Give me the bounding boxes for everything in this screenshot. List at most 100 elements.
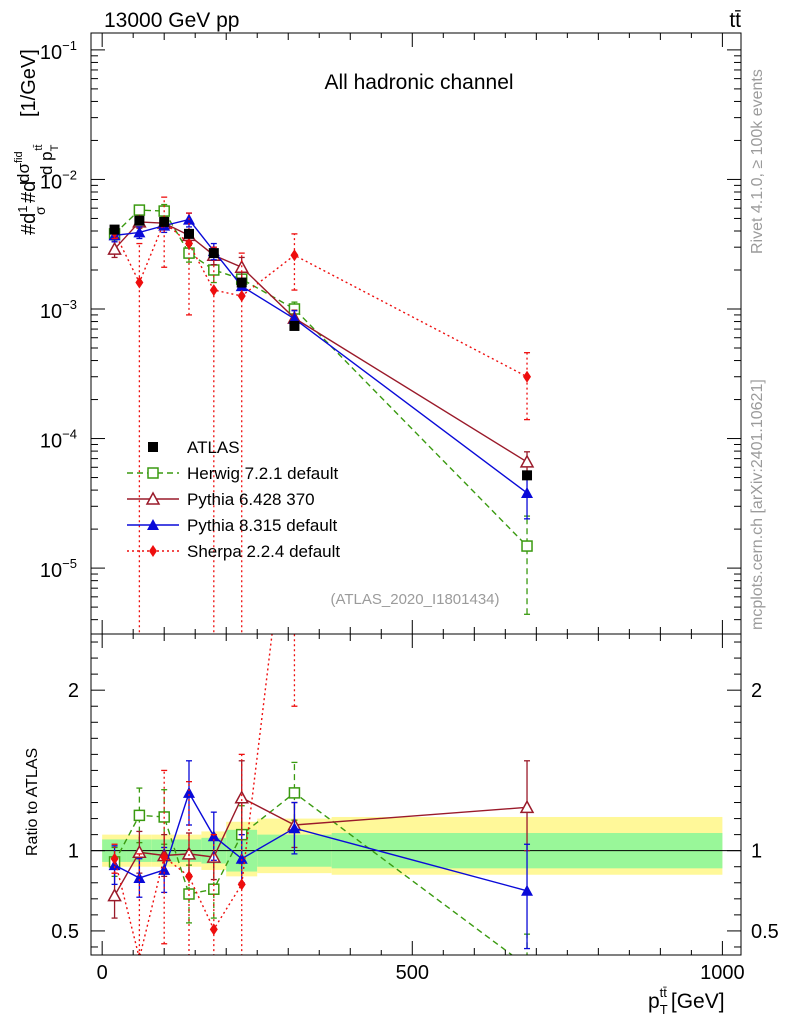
svg-text:d pTtt̄: d pTtt̄ — [33, 144, 61, 175]
data-point-Sherpa — [290, 249, 299, 262]
ratio-point-Sherpa — [110, 852, 119, 865]
series-line-Pythia6 — [114, 221, 528, 463]
y-title-part: 1 — [15, 206, 30, 213]
ratio-point-Sherpa — [237, 878, 246, 891]
series-line-Pythia8 — [114, 218, 528, 494]
legend-marker-Pythia6 — [145, 491, 161, 505]
ratio-point-Sherpa — [209, 923, 218, 936]
ratio-point-Pythia8 — [235, 852, 248, 864]
data-point-Herwig — [133, 204, 146, 216]
header-right: tt̄ — [729, 9, 741, 32]
y-tick-label: 10−3 — [40, 297, 77, 323]
svg-text:#d1: #d1 — [15, 206, 40, 235]
ratio-point-Pythia8 — [133, 871, 146, 883]
y-tick-labels-ratio: 0.5 1 2 0.5 1 2 — [51, 680, 779, 943]
y-tick-label-right: 1 — [751, 841, 762, 863]
data-point-ATLAS — [522, 470, 533, 481]
y-tick-label-left: 0.5 — [51, 921, 79, 943]
data-point-Sherpa — [209, 284, 218, 297]
y-title-part: #d — [18, 181, 40, 203]
y-tick-label-left: 1 — [68, 841, 79, 863]
x-tick-label: 1000 — [700, 962, 745, 984]
y-tick-label: 10−2 — [40, 167, 77, 193]
y-title-part: dσ — [14, 163, 33, 183]
rivet-version-label: Rivet 4.1.0, ≥ 100k events — [749, 69, 766, 254]
ratio-point-Sherpa — [290, 443, 298, 455]
y-title-part: σ — [32, 206, 48, 215]
x-axis-title: pTtt̄ [GeV] — [648, 985, 725, 1017]
legend-markers — [127, 442, 179, 557]
header-left: 13000 GeV pp — [104, 9, 239, 32]
x-tick-labels: 0 500 1000 — [97, 962, 745, 984]
ratio-point-Herwig — [288, 787, 301, 799]
data-point-ATLAS — [134, 215, 145, 226]
y-title-part: #d — [18, 213, 40, 235]
y-tick-labels-main: 10−5 10−4 10−3 10−2 10−1 — [40, 38, 77, 582]
ratio-point-Herwig — [183, 888, 195, 900]
ratio-point-Pythia6 — [181, 846, 197, 860]
legend-entry-pythia6: Pythia 6.428 370 — [187, 490, 315, 509]
data-point-Pythia8 — [133, 226, 146, 238]
data-point-Pythia8 — [521, 486, 534, 498]
data-point-ATLAS — [236, 277, 247, 288]
y-title-part: [1/GeV] — [18, 49, 40, 117]
data-point-Sherpa — [135, 276, 144, 289]
series-line-Herwig — [114, 209, 528, 547]
y-axis-title-ratio: Ratio to ATLAS — [24, 748, 41, 856]
y-axis-title-main: #d1 σ #d dσfid d pTtt̄ [1/GeV] — [13, 49, 61, 235]
legend-entry-herwig: Herwig 7.2.1 default — [187, 464, 338, 483]
data-point-Pythia6 — [107, 241, 122, 255]
y-title-part: T — [49, 144, 61, 151]
data-point-ATLAS — [109, 224, 120, 235]
ratio-point-Herwig — [522, 961, 532, 971]
x-tick-label: 500 — [396, 962, 429, 984]
ratio-point-Herwig — [133, 809, 146, 822]
data-point-Herwig — [521, 540, 533, 552]
main-series-layer — [107, 196, 535, 634]
y-tick-label-right: 2 — [751, 680, 762, 702]
ratio-point-Pythia8 — [182, 786, 195, 798]
mcplots-label: mcplots.cern.ch [arXiv:2401.10621] — [749, 379, 766, 630]
y-tick-label-right: 0.5 — [751, 921, 779, 943]
ratio-point-Pythia6 — [107, 888, 122, 902]
legend-entry-atlas: ATLAS — [187, 438, 240, 457]
legend-marker-Sherpa — [149, 545, 157, 557]
x-tick-label: 0 — [97, 962, 108, 984]
ratio-panel-frame — [90, 633, 742, 956]
ratio-point-Pythia8 — [288, 822, 301, 834]
legend-marker-Pythia8 — [147, 519, 159, 530]
uncertainty-bands — [102, 816, 723, 877]
axis-ticks — [91, 33, 741, 955]
chart-title: All hadronic channel — [324, 71, 513, 94]
y-title-part: d p — [37, 151, 56, 175]
ratio-point-Pythia8 — [521, 884, 534, 896]
ratio-point-Sherpa — [160, 851, 169, 864]
ratio-series-layer — [107, 74, 535, 971]
ratio-point-Sherpa — [184, 870, 193, 883]
y-title-part: fid — [13, 151, 25, 163]
ratio-point-Sherpa — [137, 952, 142, 955]
legend-marker-Herwig — [147, 467, 159, 479]
y-tick-label: 10−4 — [40, 427, 77, 453]
svg-text:dσfid: dσfid — [13, 151, 33, 183]
ratio-line-Pythia8 — [114, 791, 528, 892]
y-tick-label-left: 2 — [68, 680, 79, 702]
ratio-line-Herwig — [113, 792, 514, 955]
legend: ATLAS Herwig 7.2.1 default Pythia 6.428 … — [127, 438, 340, 561]
data-point-ATLAS — [208, 248, 219, 259]
legend-marker-ATLAS — [148, 442, 158, 452]
legend-entry-sherpa: Sherpa 2.2.4 default — [187, 542, 340, 561]
analysis-tag: (ATLAS_2020_I1801434) — [330, 591, 499, 608]
data-point-Pythia6 — [519, 454, 535, 468]
y-tick-label: 10−1 — [40, 38, 77, 64]
data-point-ATLAS — [159, 216, 170, 227]
legend-entry-pythia8: Pythia 8.315 default — [187, 516, 338, 535]
data-point-Sherpa — [184, 237, 193, 250]
ratio-point-Pythia6 — [234, 790, 249, 804]
data-point-ATLAS — [289, 320, 300, 331]
data-point-Sherpa — [523, 370, 532, 383]
y-tick-label: 10−5 — [40, 556, 77, 582]
data-point-Sherpa — [237, 289, 246, 302]
ratio-point-Sherpa — [523, 74, 531, 86]
ratio-point-Pythia6 — [519, 799, 535, 814]
